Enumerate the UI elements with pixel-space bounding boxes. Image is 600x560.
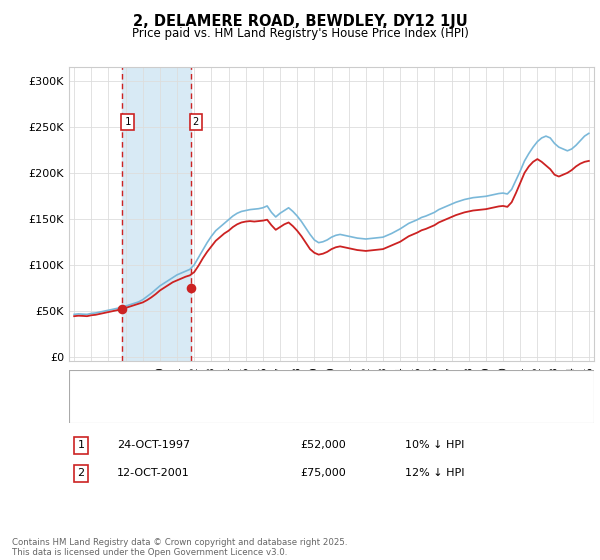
Text: 24-OCT-1997: 24-OCT-1997 xyxy=(117,440,190,450)
Text: 1: 1 xyxy=(77,440,85,450)
Text: 12% ↓ HPI: 12% ↓ HPI xyxy=(405,468,464,478)
Text: Price paid vs. HM Land Registry's House Price Index (HPI): Price paid vs. HM Land Registry's House … xyxy=(131,27,469,40)
Text: 12-OCT-2001: 12-OCT-2001 xyxy=(117,468,190,478)
Bar xyxy=(122,67,191,361)
Text: 10% ↓ HPI: 10% ↓ HPI xyxy=(405,440,464,450)
Text: £52,000: £52,000 xyxy=(300,440,346,450)
Text: 1: 1 xyxy=(124,118,131,127)
FancyBboxPatch shape xyxy=(69,370,594,423)
Text: HPI: Average price, semi-detached house, Wyre Forest: HPI: Average price, semi-detached house,… xyxy=(127,403,410,413)
Text: 2, DELAMERE ROAD, BEWDLEY, DY12 1JU: 2, DELAMERE ROAD, BEWDLEY, DY12 1JU xyxy=(133,14,467,29)
Text: 2: 2 xyxy=(77,468,85,478)
Point xyxy=(118,304,127,313)
Text: £75,000: £75,000 xyxy=(300,468,346,478)
Point xyxy=(186,283,196,292)
Text: 2: 2 xyxy=(193,118,199,127)
Text: Contains HM Land Registry data © Crown copyright and database right 2025.
This d: Contains HM Land Registry data © Crown c… xyxy=(12,538,347,557)
Text: 2, DELAMERE ROAD, BEWDLEY, DY12 1JU (semi-detached house): 2, DELAMERE ROAD, BEWDLEY, DY12 1JU (sem… xyxy=(127,380,465,390)
